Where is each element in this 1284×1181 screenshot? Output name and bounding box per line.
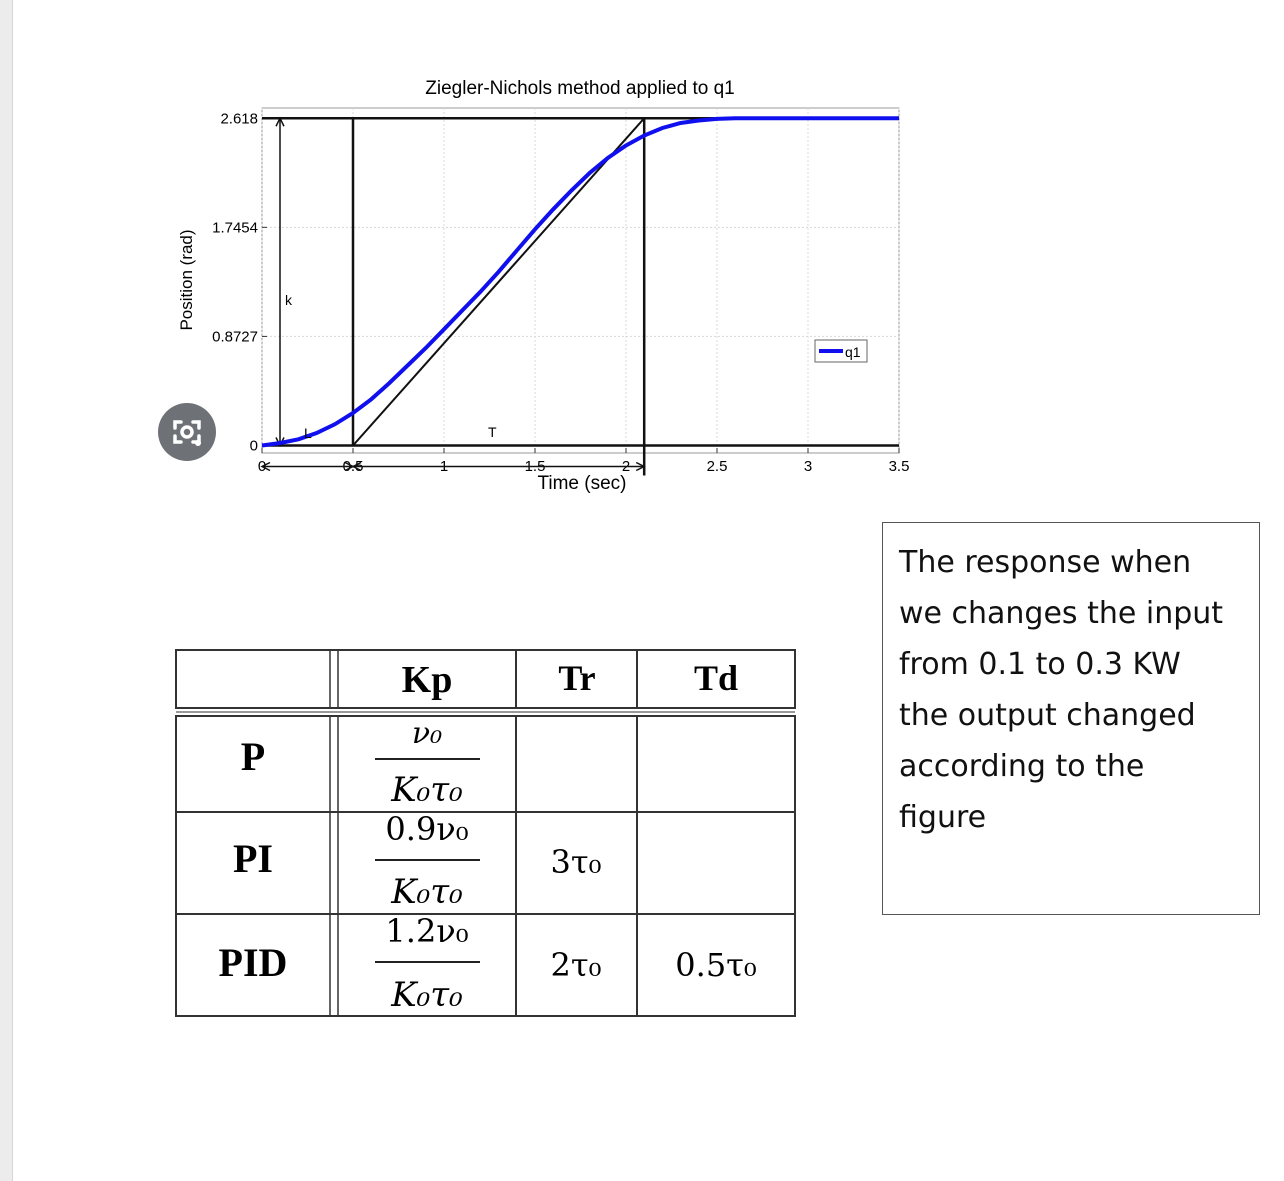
legend: q1 [814,339,868,363]
k-arrow-head-top [275,116,285,127]
T-arrow-head-right [635,461,646,472]
row-pi-kp-den: K₀τ₀ [390,872,463,912]
zn-chart: Ziegler-Nichols method applied to q1 Pos… [177,78,910,494]
row-pid-td: 0.5τ₀ [675,946,756,984]
row-pi-tr: 3τ₀ [551,843,602,881]
x-axis-label: Time (sec) [537,473,626,494]
legend-label: q1 [845,344,861,360]
note-line: the output changed [899,698,1196,733]
y-tick-label: 0.8727 [212,328,258,345]
k-arrow-head-bottom [275,437,285,448]
row-pi-kp-num: 0.9ν₀ [385,810,468,848]
y-tick-label: 2.618 [220,110,258,127]
zn-table: Kp Tr Td P ν₀ K₀τ₀ PI 0.9ν₀ K₀τ₀ 3τ₀ PID… [175,649,796,1017]
y-tick-label: 1.7454 [212,219,258,236]
k-label: k [285,292,293,308]
L-label: L [304,425,312,441]
L-arrow-head-left [260,461,271,472]
header-td: Td [694,658,738,698]
q1-curve [261,116,899,448]
gutter-divider [12,0,13,1181]
x-tick-label: 2.5 [707,458,728,475]
table-grid [175,649,796,1017]
row-pid-tr: 2τ₀ [551,946,602,984]
row-p-kp-den: K₀τ₀ [390,770,463,810]
y-ticks: 0 0.8727 1.7454 2.618 [212,110,267,455]
tangent-line [352,117,645,447]
note-line: The response when [899,545,1192,580]
row-p-label: P [241,734,265,779]
x-tick-label: 3 [804,458,812,475]
note-line: from 0.1 to 0.3 KW [899,647,1181,682]
header-tr: Tr [558,658,595,698]
x-tick-label: 3.5 [889,458,910,475]
note-textbox[interactable]: The response when we changes the input f… [882,522,1260,915]
plot-area [261,107,900,454]
note-line: according to the [899,749,1145,784]
row-pi-label: PI [233,836,273,881]
row-pid-kp-den: K₀τ₀ [390,975,463,1015]
T-arrow-head-left [351,461,362,472]
y-axis-label: Position (rad) [177,229,196,330]
camera-lens-icon [173,420,201,446]
lens-icon[interactable] [158,403,216,461]
row-pid-kp-num: 1.2ν₀ [385,912,468,950]
row-p-kp-num: ν₀ [412,716,442,751]
note-line: figure [899,800,987,835]
T-label: T [488,424,497,440]
y-tick-label: 0 [250,438,258,455]
chart-title: Ziegler-Nichols method applied to q1 [425,78,734,99]
left-gutter [0,0,12,1181]
header-kp: Kp [402,659,453,701]
note-line: we changes the input [899,596,1224,631]
row-pid-label: PID [219,940,288,985]
